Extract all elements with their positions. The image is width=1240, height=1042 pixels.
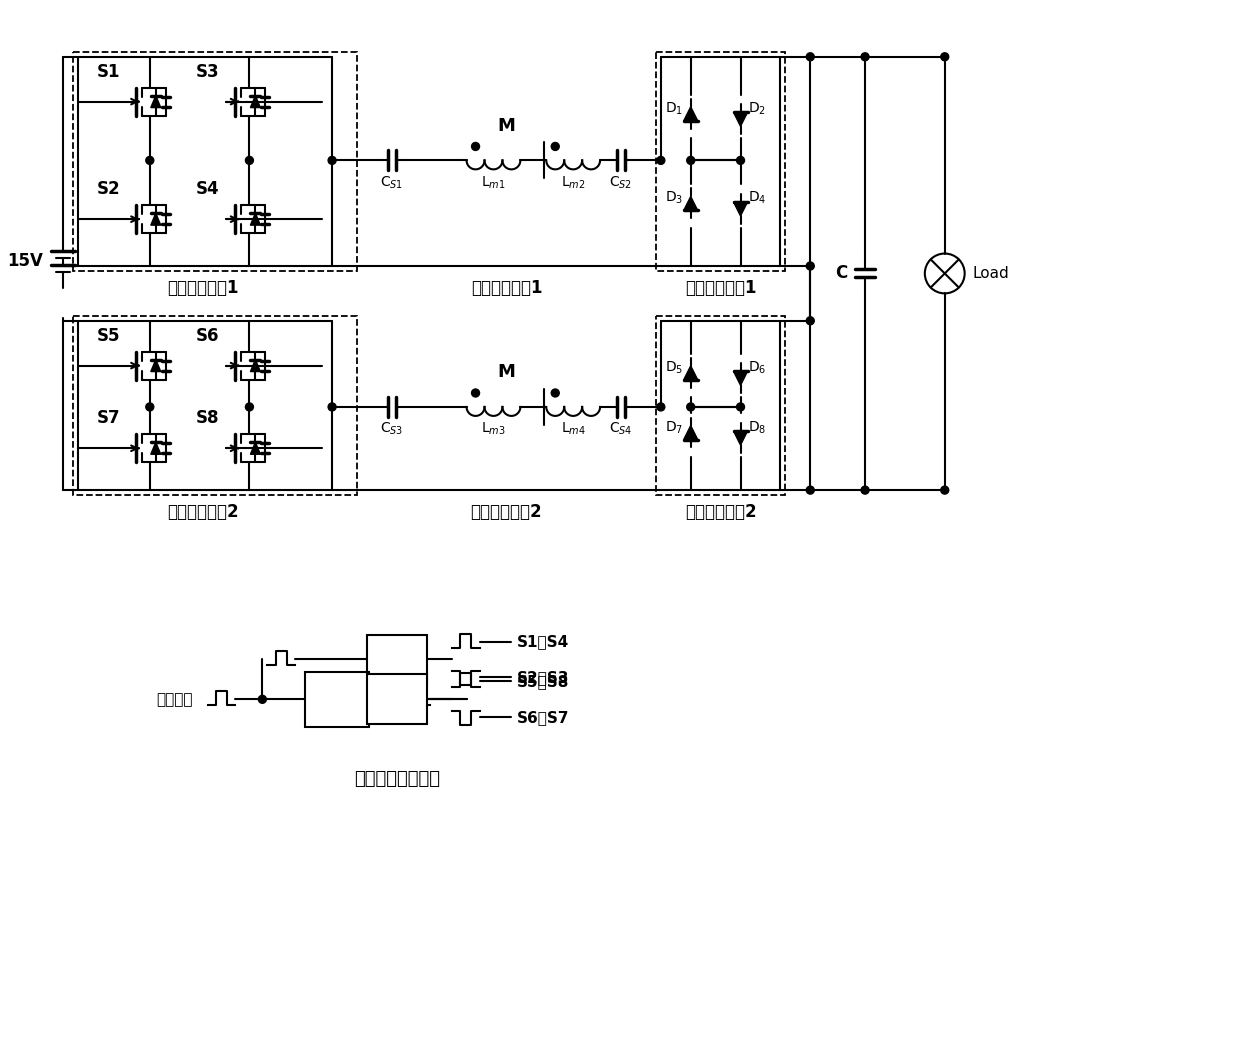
Polygon shape bbox=[250, 96, 260, 107]
Circle shape bbox=[246, 403, 253, 411]
Text: D$_8$: D$_8$ bbox=[749, 419, 766, 436]
Text: D$_1$: D$_1$ bbox=[665, 100, 683, 117]
Circle shape bbox=[657, 156, 665, 165]
Text: S4: S4 bbox=[196, 180, 219, 198]
Circle shape bbox=[941, 53, 949, 60]
Text: S1、S4: S1、S4 bbox=[516, 634, 569, 649]
Circle shape bbox=[657, 403, 665, 411]
Text: D$_5$: D$_5$ bbox=[665, 359, 683, 376]
Circle shape bbox=[687, 156, 694, 165]
Text: D$_3$: D$_3$ bbox=[665, 190, 683, 206]
Polygon shape bbox=[683, 425, 698, 440]
Circle shape bbox=[552, 143, 559, 150]
Text: S6: S6 bbox=[196, 327, 219, 345]
Polygon shape bbox=[151, 442, 161, 454]
Circle shape bbox=[737, 403, 744, 411]
Text: 高频逆变电路1: 高频逆变电路1 bbox=[167, 279, 238, 297]
Polygon shape bbox=[734, 113, 748, 126]
Circle shape bbox=[941, 487, 949, 494]
Text: 高频整流电路1: 高频整流电路1 bbox=[684, 279, 756, 297]
Bar bbox=[656, 52, 785, 271]
Bar bbox=[367, 635, 427, 685]
Text: S7: S7 bbox=[97, 410, 120, 427]
Text: S5: S5 bbox=[97, 327, 120, 345]
Polygon shape bbox=[734, 431, 748, 445]
Polygon shape bbox=[734, 371, 748, 386]
Text: 电路: 电路 bbox=[388, 660, 405, 673]
Circle shape bbox=[806, 317, 815, 325]
Bar bbox=[656, 316, 785, 495]
Text: 输入脉冲: 输入脉冲 bbox=[156, 692, 192, 706]
Circle shape bbox=[806, 262, 815, 270]
Text: L$_{m3}$: L$_{m3}$ bbox=[481, 421, 506, 437]
Polygon shape bbox=[250, 214, 260, 225]
Circle shape bbox=[806, 487, 815, 494]
Circle shape bbox=[246, 156, 253, 165]
Text: M: M bbox=[497, 363, 516, 381]
Text: S2: S2 bbox=[97, 180, 120, 198]
Text: C$_{S4}$: C$_{S4}$ bbox=[609, 421, 632, 437]
Text: 反相: 反相 bbox=[388, 686, 405, 699]
Text: C$_{S1}$: C$_{S1}$ bbox=[381, 174, 403, 191]
Text: 控制信号发生电路: 控制信号发生电路 bbox=[353, 770, 440, 788]
Text: S6、S7: S6、S7 bbox=[516, 710, 569, 725]
Polygon shape bbox=[151, 214, 161, 225]
Text: S2、S3: S2、S3 bbox=[516, 670, 569, 685]
Polygon shape bbox=[734, 202, 748, 216]
Text: C: C bbox=[835, 265, 847, 282]
Text: L$_{m4}$: L$_{m4}$ bbox=[560, 421, 585, 437]
Circle shape bbox=[806, 53, 815, 60]
Polygon shape bbox=[683, 106, 698, 121]
Text: D$_4$: D$_4$ bbox=[749, 190, 766, 206]
Polygon shape bbox=[250, 359, 260, 372]
Text: C$_{S3}$: C$_{S3}$ bbox=[381, 421, 403, 437]
Polygon shape bbox=[151, 359, 161, 372]
Text: D$_2$: D$_2$ bbox=[749, 100, 766, 117]
Polygon shape bbox=[683, 366, 698, 379]
Text: 15V: 15V bbox=[7, 252, 43, 271]
Text: D$_6$: D$_6$ bbox=[749, 359, 766, 376]
Bar bbox=[73, 316, 357, 495]
Bar bbox=[305, 672, 370, 726]
Bar bbox=[73, 52, 357, 271]
Circle shape bbox=[471, 389, 480, 397]
Circle shape bbox=[329, 403, 336, 411]
Circle shape bbox=[146, 156, 154, 165]
Text: Load: Load bbox=[972, 266, 1009, 281]
Circle shape bbox=[552, 389, 559, 397]
Text: 90度移: 90度移 bbox=[320, 686, 355, 699]
Circle shape bbox=[258, 695, 267, 703]
Polygon shape bbox=[151, 96, 161, 107]
Text: 高频逆变电路2: 高频逆变电路2 bbox=[167, 503, 238, 521]
Text: 耦合谐振电路1: 耦合谐振电路1 bbox=[471, 279, 542, 297]
Text: 相电路: 相电路 bbox=[325, 699, 350, 714]
Circle shape bbox=[146, 403, 154, 411]
Circle shape bbox=[329, 156, 336, 165]
Circle shape bbox=[861, 487, 869, 494]
Text: S1: S1 bbox=[97, 63, 120, 80]
Text: 耦合谐振电路2: 耦合谐振电路2 bbox=[471, 503, 542, 521]
Text: L$_{m1}$: L$_{m1}$ bbox=[481, 174, 506, 191]
Text: 反相: 反相 bbox=[388, 645, 405, 660]
Polygon shape bbox=[250, 442, 260, 454]
Text: C$_{S2}$: C$_{S2}$ bbox=[609, 174, 632, 191]
Text: S3: S3 bbox=[196, 63, 219, 80]
Polygon shape bbox=[683, 197, 698, 210]
Text: D$_7$: D$_7$ bbox=[665, 419, 683, 436]
Circle shape bbox=[861, 53, 869, 60]
Text: S8: S8 bbox=[196, 410, 219, 427]
Bar bbox=[367, 674, 427, 724]
Text: M: M bbox=[497, 117, 516, 134]
Circle shape bbox=[687, 403, 694, 411]
Text: L$_{m2}$: L$_{m2}$ bbox=[560, 174, 585, 191]
Text: S5、S8: S5、S8 bbox=[516, 674, 569, 689]
Circle shape bbox=[471, 143, 480, 150]
Text: 高频整流电路2: 高频整流电路2 bbox=[684, 503, 756, 521]
Circle shape bbox=[737, 156, 744, 165]
Text: 电路: 电路 bbox=[388, 699, 405, 714]
